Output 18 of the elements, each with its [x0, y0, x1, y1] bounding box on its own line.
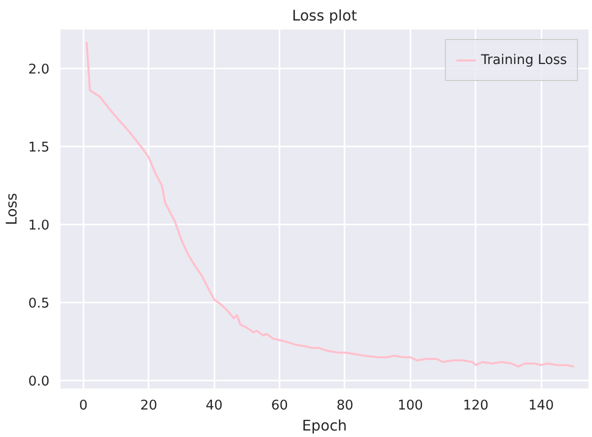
x-tick-label: 120 — [462, 398, 488, 414]
y-tick-label: 2.0 — [28, 62, 50, 78]
legend-label: Training Loss — [480, 52, 567, 68]
y-tick-label: 1.0 — [28, 218, 50, 234]
x-tick-label: 80 — [336, 398, 354, 414]
x-tick-label: 140 — [528, 398, 554, 414]
y-axis-title: Loss — [3, 192, 20, 226]
x-tick-label: 100 — [398, 398, 424, 414]
x-axis-title: Epoch — [302, 418, 347, 434]
x-tick-label: 60 — [271, 398, 288, 414]
x-tick-label: 40 — [206, 398, 223, 414]
x-tick-label: 0 — [79, 398, 88, 414]
chart-title: Loss plot — [292, 8, 358, 24]
y-tick-label: 0.5 — [28, 296, 50, 312]
y-tick-label: 1.5 — [28, 140, 50, 156]
x-tick-label: 20 — [140, 398, 158, 414]
line-series — [86, 40, 575, 368]
y-tick-label: 0.0 — [28, 374, 50, 390]
